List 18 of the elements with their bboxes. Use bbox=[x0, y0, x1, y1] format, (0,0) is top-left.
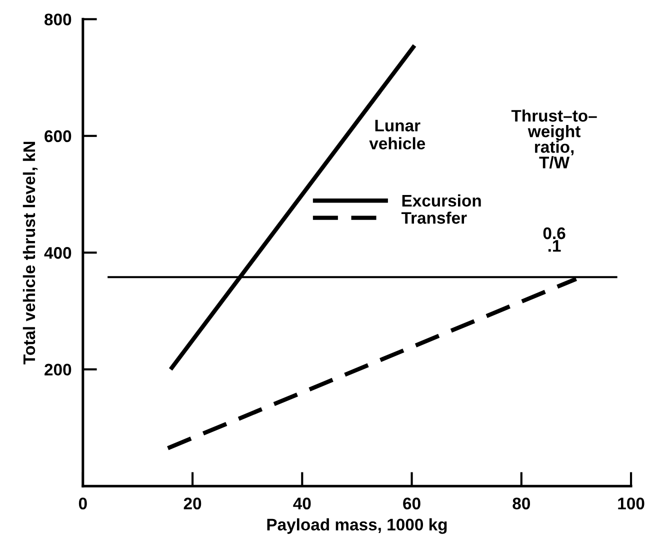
annotation: Thrust–to– weight ratio, T/W bbox=[511, 109, 597, 169]
x-axis-title: Payload mass, 1000 kg bbox=[267, 518, 447, 534]
y-tick-label: 800 bbox=[44, 14, 72, 26]
y-tick-label: 400 bbox=[44, 247, 72, 259]
legend-label: Transfer bbox=[401, 212, 467, 224]
x-tick-label: 80 bbox=[512, 498, 530, 510]
legend-title: Lunar vehicle bbox=[369, 120, 426, 150]
x-tick-label: 0 bbox=[78, 498, 87, 510]
y-tick-label: 200 bbox=[44, 364, 72, 376]
annotation: 0.6 bbox=[543, 227, 566, 240]
legend-label: Excursion bbox=[402, 194, 481, 207]
x-tick-label: 60 bbox=[403, 498, 420, 510]
y-tick-label: 600 bbox=[44, 130, 72, 142]
y-axis-title: Total vehicle thrust level, kN bbox=[22, 142, 38, 364]
x-tick-label: 40 bbox=[293, 498, 311, 510]
x-tick-label: 20 bbox=[184, 498, 202, 510]
x-tick-label: 100 bbox=[618, 498, 644, 510]
annotation: .1 bbox=[548, 240, 561, 252]
